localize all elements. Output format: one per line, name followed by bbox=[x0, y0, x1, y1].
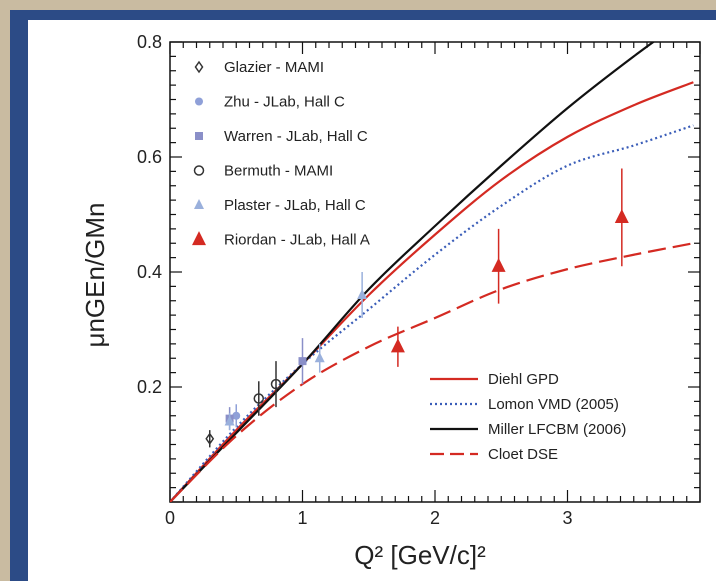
y-tick-label: 0.8 bbox=[137, 32, 162, 52]
y-axis-title: μnGEn/GMn bbox=[80, 202, 110, 347]
x-tick-label: 0 bbox=[165, 508, 175, 528]
curves bbox=[170, 42, 694, 502]
curve-miller-lfcbm-2006 bbox=[170, 42, 656, 502]
y-tick-label: 0.2 bbox=[137, 377, 162, 397]
x-tick-label: 1 bbox=[297, 508, 307, 528]
legend-label: Warren - JLab, Hall C bbox=[224, 128, 368, 145]
legend-label: Diehl GPD bbox=[488, 371, 559, 388]
curve-diehl-gpd bbox=[170, 81, 694, 502]
axes: 0 1 2 3 0.2 0.4 0.6 0.8 bbox=[137, 32, 701, 528]
axis-titles: Q² [GeV/c]² μnGEn/GMn bbox=[80, 202, 486, 570]
point-riordan-jlab-hall-a bbox=[390, 338, 405, 353]
curve-lomon-vmd-2005 bbox=[170, 124, 694, 502]
y-tick-label: 0.6 bbox=[137, 147, 162, 167]
point-glazier-mami bbox=[205, 432, 215, 446]
point-plaster-jlab-hall-c bbox=[314, 352, 325, 363]
x-tick-label: 3 bbox=[562, 508, 572, 528]
point-plaster-jlab-hall-c bbox=[357, 289, 368, 299]
legend-label: Riordan - JLab, Hall A bbox=[224, 232, 370, 249]
figure-panel bbox=[28, 20, 716, 581]
point-warren-jlab-hall-c bbox=[298, 357, 307, 366]
legend-marker bbox=[192, 231, 206, 246]
point-bermuth-mami bbox=[270, 378, 282, 390]
point-bermuth-mami bbox=[253, 393, 265, 404]
legend-curves: Diehl GPD Lomon VMD (2005) Miller LFCBM (2… bbox=[430, 371, 626, 463]
x-axis-title: Q² [GeV/c]² bbox=[354, 540, 486, 570]
curve-cloet-dse bbox=[170, 242, 694, 502]
legend-marker bbox=[195, 97, 203, 106]
legend-label: Glazier - MAMI bbox=[224, 59, 324, 76]
legend-label: Cloet DSE bbox=[488, 446, 558, 463]
legend-label: Miller LFCBM (2006) bbox=[488, 421, 626, 438]
legend-marker bbox=[193, 165, 205, 176]
x-tick-label: 2 bbox=[430, 508, 440, 528]
legend-data: Glazier - MAMI Zhu - JLab, Hall C Warren -… bbox=[192, 59, 370, 249]
legend-label: Bermuth - MAMI bbox=[224, 163, 333, 180]
point-zhu-jlab-hall-c bbox=[232, 411, 241, 420]
legend-label: Lomon VMD (2005) bbox=[488, 396, 619, 413]
legend-marker bbox=[195, 132, 203, 140]
legend-marker bbox=[194, 199, 204, 209]
point-riordan-jlab-hall-a bbox=[614, 208, 629, 223]
point-riordan-jlab-hall-a bbox=[491, 257, 506, 272]
point-plaster-jlab-hall-c bbox=[224, 415, 235, 426]
data-points bbox=[205, 168, 629, 448]
y-tick-label: 0.4 bbox=[137, 262, 162, 282]
legend-label: Plaster - JLab, Hall C bbox=[224, 197, 366, 214]
legend-marker bbox=[194, 60, 204, 74]
legend-label: Zhu - JLab, Hall C bbox=[224, 94, 345, 111]
